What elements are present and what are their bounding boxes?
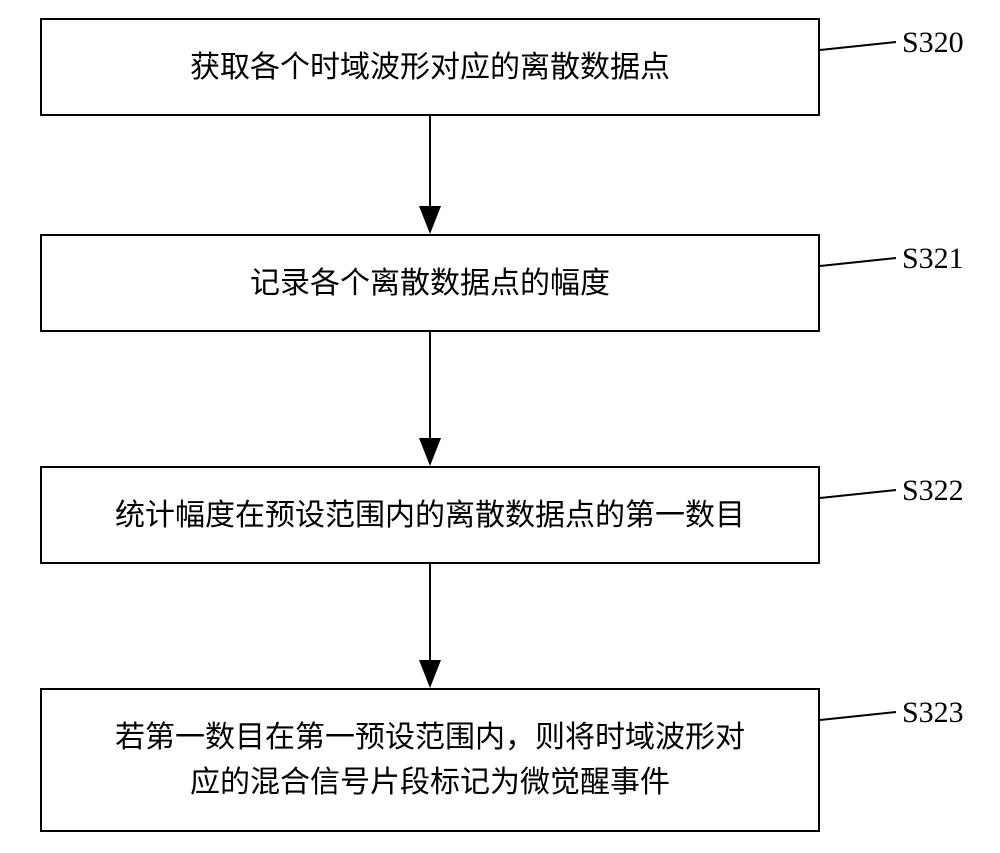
step-label-text: S321 — [902, 242, 964, 275]
step-label-s321: S321 — [902, 242, 964, 276]
connector-line — [820, 490, 896, 498]
flowchart-canvas: 获取各个时域波形对应的离散数据点 记录各个离散数据点的幅度 统计幅度在预设范围内… — [0, 0, 1000, 853]
arrows-group — [419, 116, 441, 688]
step-label-text: S322 — [902, 474, 964, 507]
flow-node-text: 记录各个离散数据点的幅度 — [250, 261, 610, 306]
flow-node-s322: 统计幅度在预设范围内的离散数据点的第一数目 — [40, 466, 820, 564]
connectors-group — [820, 42, 896, 720]
step-label-s322: S322 — [902, 474, 964, 508]
step-label-text: S320 — [902, 26, 964, 59]
arrow-head-icon — [419, 660, 441, 688]
flow-node-text: 若第一数目在第一预设范围内，则将时域波形对 应的混合信号片段标记为微觉醒事件 — [115, 715, 745, 805]
step-label-text: S323 — [902, 696, 964, 729]
flow-node-text: 获取各个时域波形对应的离散数据点 — [190, 45, 670, 90]
connector-line — [820, 712, 896, 720]
step-label-s320: S320 — [902, 26, 964, 60]
connector-line — [820, 258, 896, 266]
flow-node-text: 统计幅度在预设范围内的离散数据点的第一数目 — [115, 493, 745, 538]
step-label-s323: S323 — [902, 696, 964, 730]
flow-node-s321: 记录各个离散数据点的幅度 — [40, 234, 820, 332]
connector-line — [820, 42, 896, 50]
arrow-head-icon — [419, 206, 441, 234]
arrow-head-icon — [419, 438, 441, 466]
flow-node-s320: 获取各个时域波形对应的离散数据点 — [40, 18, 820, 116]
flow-node-s323: 若第一数目在第一预设范围内，则将时域波形对 应的混合信号片段标记为微觉醒事件 — [40, 688, 820, 832]
